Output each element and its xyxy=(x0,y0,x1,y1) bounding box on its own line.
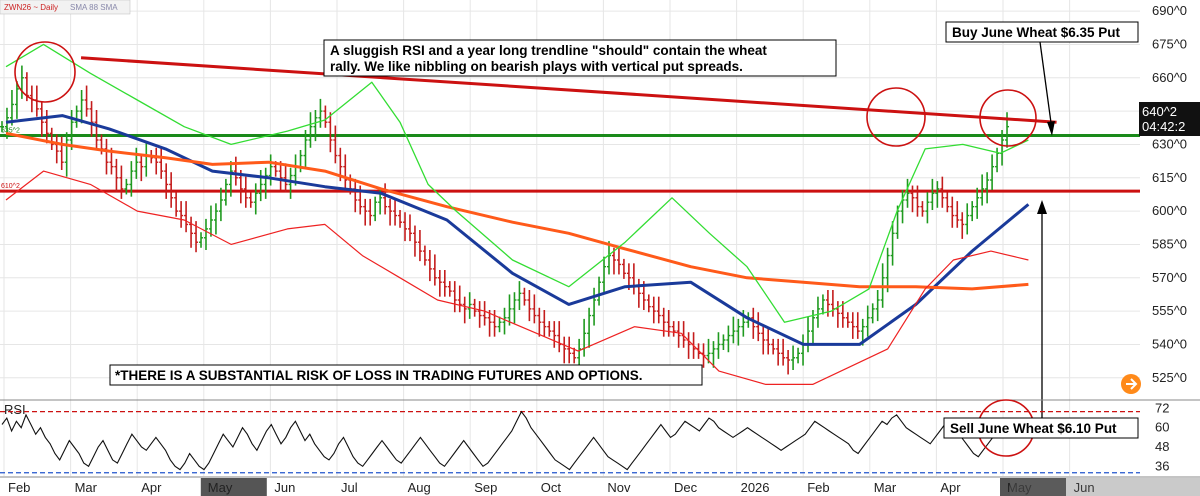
x-tick-label: Mar xyxy=(874,480,897,495)
y-tick-label: 540^0 xyxy=(1152,336,1187,351)
y-tick-label: 555^0 xyxy=(1152,303,1187,318)
rsi-tick-label: 36 xyxy=(1155,458,1169,473)
rsi-tick-label: 48 xyxy=(1155,439,1169,454)
resistance-trendline xyxy=(80,56,1057,124)
x-tick-label: Apr xyxy=(940,480,961,495)
x-tick-label: Jun xyxy=(274,480,295,495)
sell-arrow-head xyxy=(1037,200,1047,214)
commentary-line-2: rally. We like nibbling on bearish plays… xyxy=(330,59,743,74)
y-tick-label: 525^0 xyxy=(1152,370,1187,385)
y-tick-label: 630^0 xyxy=(1152,136,1187,151)
sell-put-box: Sell June Wheat $6.10 Put xyxy=(943,417,1139,439)
level-label: 610^2 xyxy=(1,183,20,190)
trendline xyxy=(80,56,1057,124)
rsi-line xyxy=(1,410,1008,471)
scroll-latest-button[interactable] xyxy=(1121,374,1141,394)
risk-disclaimer-box: *THERE IS A SUBSTANTIAL RISK OF LOSS IN … xyxy=(109,364,703,386)
rsi-tick-label: 60 xyxy=(1155,420,1169,435)
x-highlight-band xyxy=(200,478,267,496)
commentary-box: A sluggish RSI and a year long trendline… xyxy=(323,39,837,77)
rsi-title: RSI xyxy=(4,402,26,417)
highlight-circle xyxy=(866,87,926,147)
month-grid xyxy=(3,0,1071,476)
symbol-label: ZWN26 ~ Daily xyxy=(4,3,58,12)
risk-disclaimer: *THERE IS A SUBSTANTIAL RISK OF LOSS IN … xyxy=(115,368,643,383)
highlight-circle xyxy=(979,89,1037,147)
indicator-label: SMA 88 SMA xyxy=(70,3,118,12)
symbol-header: ZWN26 ~ Daily SMA 88 SMA xyxy=(0,0,131,15)
x-tick-label: Apr xyxy=(141,480,162,495)
x-tick-label: Dec xyxy=(674,480,698,495)
last-price-flag xyxy=(1139,102,1200,136)
x-tick-label: Mar xyxy=(75,480,98,495)
y-tick-label: 570^0 xyxy=(1152,270,1187,285)
buy-put-box: Buy June Wheat $6.35 Put xyxy=(945,21,1139,43)
x-tick-label: Feb xyxy=(807,480,829,495)
buy-arrow-line xyxy=(1039,41,1053,131)
rsi-tick-label: 72 xyxy=(1155,400,1169,415)
x-tick-label: Feb xyxy=(8,480,30,495)
x-tick-label: Jul xyxy=(341,480,358,495)
x-tick-label: Jun xyxy=(1074,480,1095,495)
series-band-upper xyxy=(5,43,1029,323)
y-axis: 690^0675^0660^0645^0630^0615^0600^0585^0… xyxy=(1139,3,1200,385)
last-price-label: 640^2 xyxy=(1142,104,1177,119)
x-tick-label: Nov xyxy=(607,480,631,495)
series-sma-short xyxy=(5,114,1030,346)
highlight-circles xyxy=(14,41,1037,147)
x-tick-label: Oct xyxy=(541,480,562,495)
highlight-circle xyxy=(14,41,76,103)
buy-put-label: Buy June Wheat $6.35 Put xyxy=(952,25,1121,40)
y-tick-label: 585^0 xyxy=(1152,236,1187,251)
x-tick-label: May xyxy=(1007,480,1032,495)
y-tick-label: 600^0 xyxy=(1152,203,1187,218)
y-tick-label: 660^0 xyxy=(1152,70,1187,85)
future-area-band xyxy=(1010,478,1200,496)
level-label: 635^2 xyxy=(1,128,20,135)
x-tick-label: May xyxy=(208,480,233,495)
sell-put-label: Sell June Wheat $6.10 Put xyxy=(950,421,1117,436)
y-tick-label: 690^0 xyxy=(1152,3,1187,18)
buy-arrow-head xyxy=(1047,121,1055,136)
x-highlight-band xyxy=(1000,478,1066,496)
countdown-label: 04:42:2 xyxy=(1142,119,1185,134)
series-band-lower xyxy=(5,170,1029,385)
arrow-right-icon xyxy=(1126,378,1138,390)
x-tick-label: Sep xyxy=(474,480,497,495)
y-tick-label: 615^0 xyxy=(1152,170,1187,185)
commentary-line-1: A sluggish RSI and a year long trendline… xyxy=(330,43,767,58)
rsi-panel: RSI 72 60 48 36 xyxy=(0,399,1200,474)
indicator-lines xyxy=(5,43,1030,385)
x-tick-label: 2026 xyxy=(741,480,770,495)
series-sma-long xyxy=(5,131,1029,291)
x-axis: Feb Mar Apr May Jun Jul Aug Sep Oct Nov Dec 2026 Feb… xyxy=(0,476,1200,496)
annotation-arrows xyxy=(1037,41,1055,418)
y-tick-label: 675^0 xyxy=(1152,36,1187,51)
x-tick-label: Aug xyxy=(408,480,431,495)
horizontal-levels: 635^2 610^2 xyxy=(0,128,1140,193)
